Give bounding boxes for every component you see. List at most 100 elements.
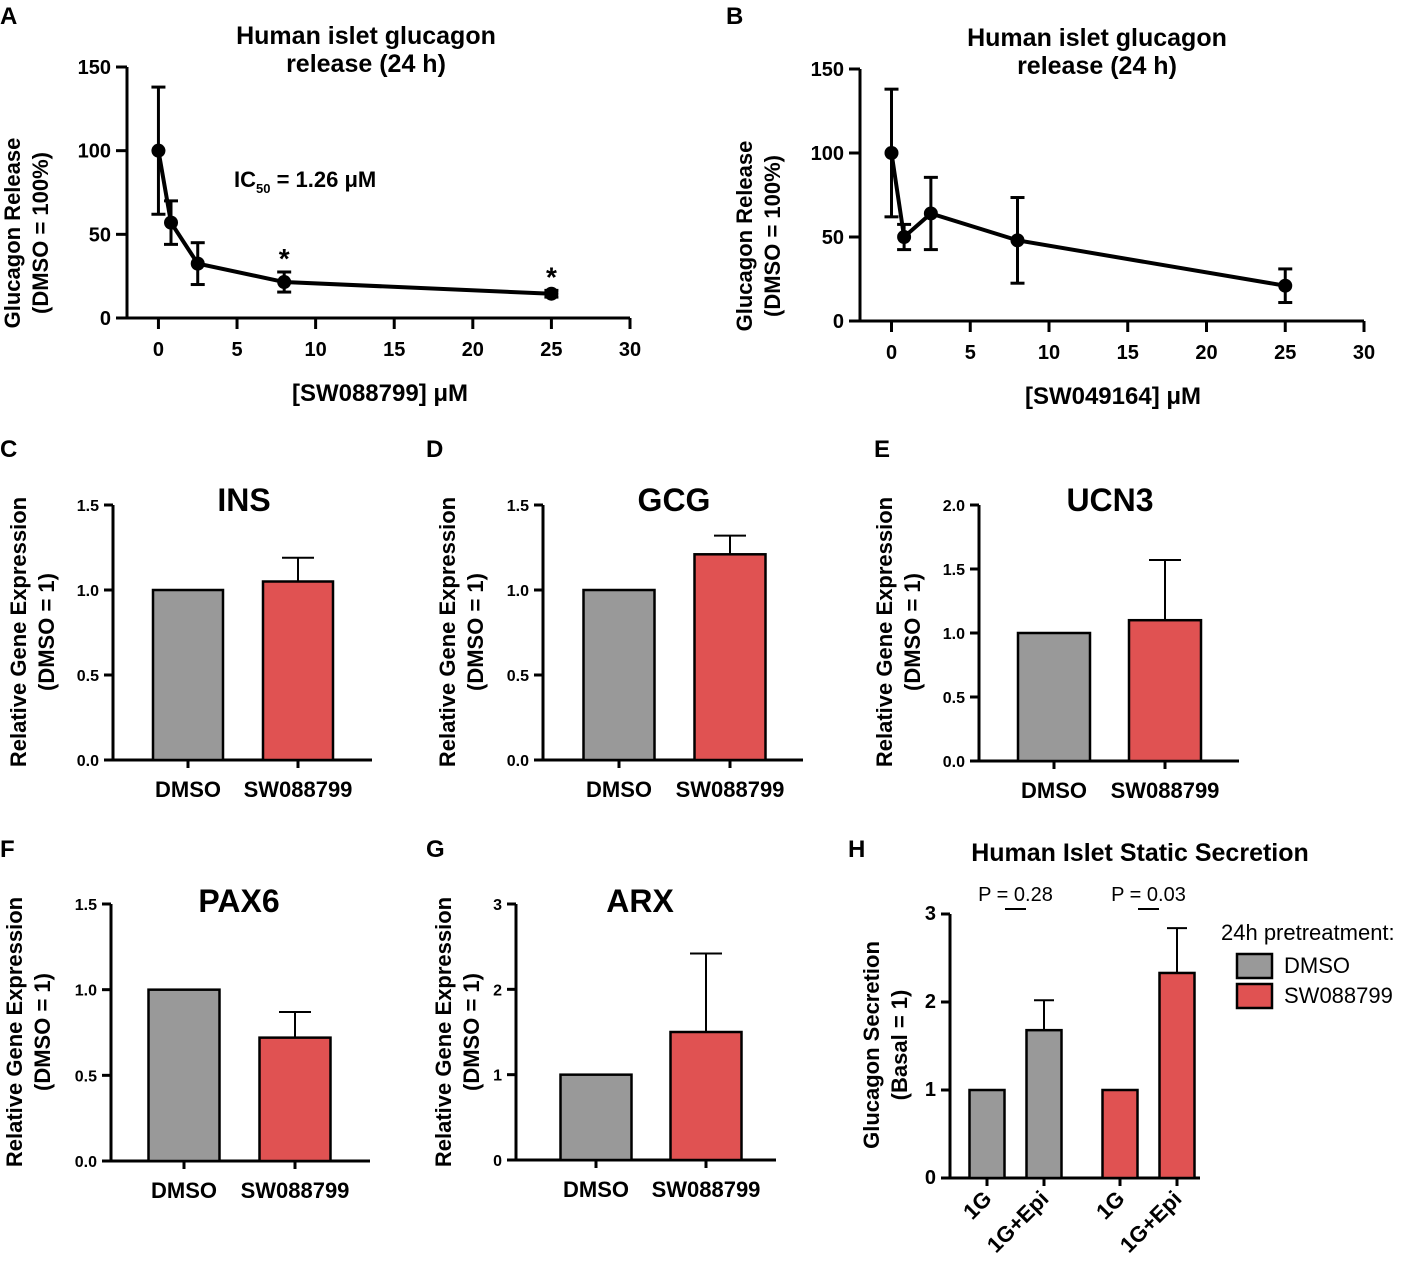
chart-h-category-label: 1G+Epi xyxy=(982,1186,1054,1258)
chart-f-y-tick-label: 1.0 xyxy=(75,983,97,1000)
chart-b-title-line-2: release (24 h) xyxy=(1017,52,1177,80)
chart-h: Human Islet Static Secretion Glucagon Se… xyxy=(859,839,1395,1258)
legend-label-dmso: DMSO xyxy=(1284,953,1350,978)
chart-d-title: GCG xyxy=(638,482,711,518)
chart-g-title: ARX xyxy=(606,883,674,919)
chart-a-x-tick-label: 5 xyxy=(231,339,242,361)
panel-label-a: A xyxy=(0,3,17,30)
chart-e-bar xyxy=(1127,618,1203,763)
chart-f-y-tick-label: 0.0 xyxy=(75,1154,97,1171)
chart-h-bar xyxy=(1025,1028,1063,1180)
chart-a-significance-star: * xyxy=(546,261,557,292)
chart-b-data-point xyxy=(897,230,912,244)
chart-g-category-label: DMSO xyxy=(563,1177,629,1202)
chart-b-x-tick-label: 10 xyxy=(1038,342,1060,364)
chart-a-x-tick-label: 20 xyxy=(462,339,484,361)
chart-d: GCG Relative Gene Expression (DMSO = 1) … xyxy=(435,482,803,802)
chart-b-data-point xyxy=(1278,278,1293,293)
chart-b-plot: 0 50 100 150 0 5 10 15 20 25 30 xyxy=(811,59,1376,364)
chart-b-y-tick-label: 50 xyxy=(822,227,844,249)
chart-c-bar xyxy=(151,588,225,762)
chart-f-bar xyxy=(147,988,221,1163)
chart-a-ylabel-line-2: (DMSO = 100%) xyxy=(28,152,53,314)
chart-b-title-line-1: Human islet glucagon xyxy=(967,24,1227,52)
chart-a-x-tick-label: 0 xyxy=(153,339,164,361)
chart-h-y-tick-label: 0 xyxy=(925,1167,936,1189)
chart-f-plot: 0.0 0.5 1.0 1.5 DMSO SW088799 xyxy=(75,897,370,1203)
chart-b-data-point xyxy=(884,146,899,160)
chart-b-y-tick-label: 100 xyxy=(811,143,844,165)
chart-c-title: INS xyxy=(217,482,270,518)
chart-d-ylabel-line-1: Relative Gene Expression xyxy=(435,497,460,767)
chart-c-bar xyxy=(261,580,335,762)
chart-b-ylabel-line-2: (DMSO = 100%) xyxy=(760,155,785,317)
chart-g: ARX Relative Gene Expression (DMSO = 1) … xyxy=(431,883,776,1202)
chart-a-plot: 0 50 100 150 0 5 10 15 20 25 30 * * xyxy=(78,57,642,361)
chart-e-title: UCN3 xyxy=(1066,482,1153,518)
chart-h-y-tick-label: 2 xyxy=(925,991,936,1013)
chart-g-y-tick-label: 0 xyxy=(493,1153,502,1170)
chart-c-ylabel-line-1: Relative Gene Expression xyxy=(6,497,31,767)
chart-b-data-point xyxy=(923,206,938,221)
chart-f-y-tick-label: 0.5 xyxy=(75,1068,97,1085)
chart-g-category-label: SW088799 xyxy=(652,1177,761,1202)
chart-f: PAX6 Relative Gene Expression (DMSO = 1)… xyxy=(2,883,370,1203)
chart-c-y-tick-label: 1.0 xyxy=(77,583,99,600)
chart-h-category-label: 1G xyxy=(958,1186,996,1224)
chart-h-ylabel-line-2: (Basal = 1) xyxy=(887,990,912,1101)
chart-c-category-label: SW088799 xyxy=(244,777,353,802)
chart-h-title: Human Islet Static Secretion xyxy=(971,839,1309,867)
chart-f-title: PAX6 xyxy=(198,883,279,919)
chart-d-y-tick-label: 0.0 xyxy=(507,753,529,770)
chart-b-data-point xyxy=(1010,233,1025,248)
chart-f-category-label: DMSO xyxy=(151,1178,217,1203)
chart-a-x-tick-label: 30 xyxy=(619,339,641,361)
chart-f-y-tick-label: 1.5 xyxy=(75,897,97,914)
chart-h-legend: 24h pretreatment: DMSO SW088799 xyxy=(1221,920,1395,1010)
chart-h-bar xyxy=(968,1088,1006,1180)
chart-f-bar xyxy=(258,1036,332,1163)
chart-e-y-tick-label: 1.5 xyxy=(943,562,965,579)
chart-g-ylabel-line-1: Relative Gene Expression xyxy=(431,897,456,1167)
chart-f-category-label: SW088799 xyxy=(241,1178,350,1203)
legend-swatch-sw088799 xyxy=(1235,982,1274,1010)
chart-b-ylabel-line-1: Glucagon Release xyxy=(732,141,757,332)
chart-c-y-tick-label: 0.0 xyxy=(77,753,99,770)
chart-d-bar xyxy=(693,553,767,762)
chart-a-data-point xyxy=(277,275,292,290)
chart-b: Human islet glucagon release (24 h) Gluc… xyxy=(732,24,1375,410)
chart-a-data-point xyxy=(544,286,559,301)
chart-h-y-tick-label: 1 xyxy=(925,1079,936,1101)
legend-title: 24h pretreatment: xyxy=(1221,920,1395,945)
chart-g-y-tick-label: 1 xyxy=(493,1068,502,1085)
chart-d-y-tick-label: 1.5 xyxy=(507,498,529,515)
chart-e-y-tick-label: 1.0 xyxy=(943,626,965,643)
chart-a: Human islet glucagon release (24 h) Gluc… xyxy=(0,22,641,407)
chart-g-y-tick-label: 2 xyxy=(493,982,502,999)
chart-a-title-line-1: Human islet glucagon xyxy=(236,22,496,50)
chart-d-category-label: DMSO xyxy=(586,777,652,802)
chart-g-plot: 0 1 2 3 DMSO SW088799 xyxy=(493,897,776,1202)
chart-d-plot: 0.0 0.5 1.0 1.5 DMSO SW088799 xyxy=(507,498,803,802)
chart-a-y-tick-label: 150 xyxy=(78,57,111,79)
chart-a-ic50-annotation: IC50 = 1.26 μM xyxy=(234,167,376,196)
chart-d-category-label: SW088799 xyxy=(676,777,785,802)
chart-h-p-value: P = 0.28 xyxy=(978,884,1053,906)
chart-c-category-label: DMSO xyxy=(155,777,221,802)
chart-e-ylabel-line-2: (DMSO = 1) xyxy=(900,573,925,691)
chart-a-ic50-sub: 50 xyxy=(256,181,270,196)
chart-a-ylabel-line-1: Glucagon Release xyxy=(0,138,25,329)
chart-d-ylabel-line-2: (DMSO = 1) xyxy=(463,573,488,691)
chart-e-plot: 0.0 0.5 1.0 1.5 2.0 DMSO SW088799 xyxy=(943,498,1239,803)
panel-label-h: H xyxy=(848,836,865,863)
chart-b-x-tick-label: 30 xyxy=(1353,342,1375,364)
chart-g-y-tick-label: 3 xyxy=(493,897,502,914)
chart-a-ic50-main: IC xyxy=(234,167,256,192)
panel-label-e: E xyxy=(874,436,890,463)
chart-d-bar xyxy=(582,588,656,762)
chart-c-plot: 0.0 0.5 1.0 1.5 DMSO SW088799 xyxy=(77,498,372,802)
chart-a-data-point xyxy=(164,215,179,230)
panel-label-g: G xyxy=(426,836,445,863)
chart-e-y-tick-label: 0.5 xyxy=(943,690,965,707)
